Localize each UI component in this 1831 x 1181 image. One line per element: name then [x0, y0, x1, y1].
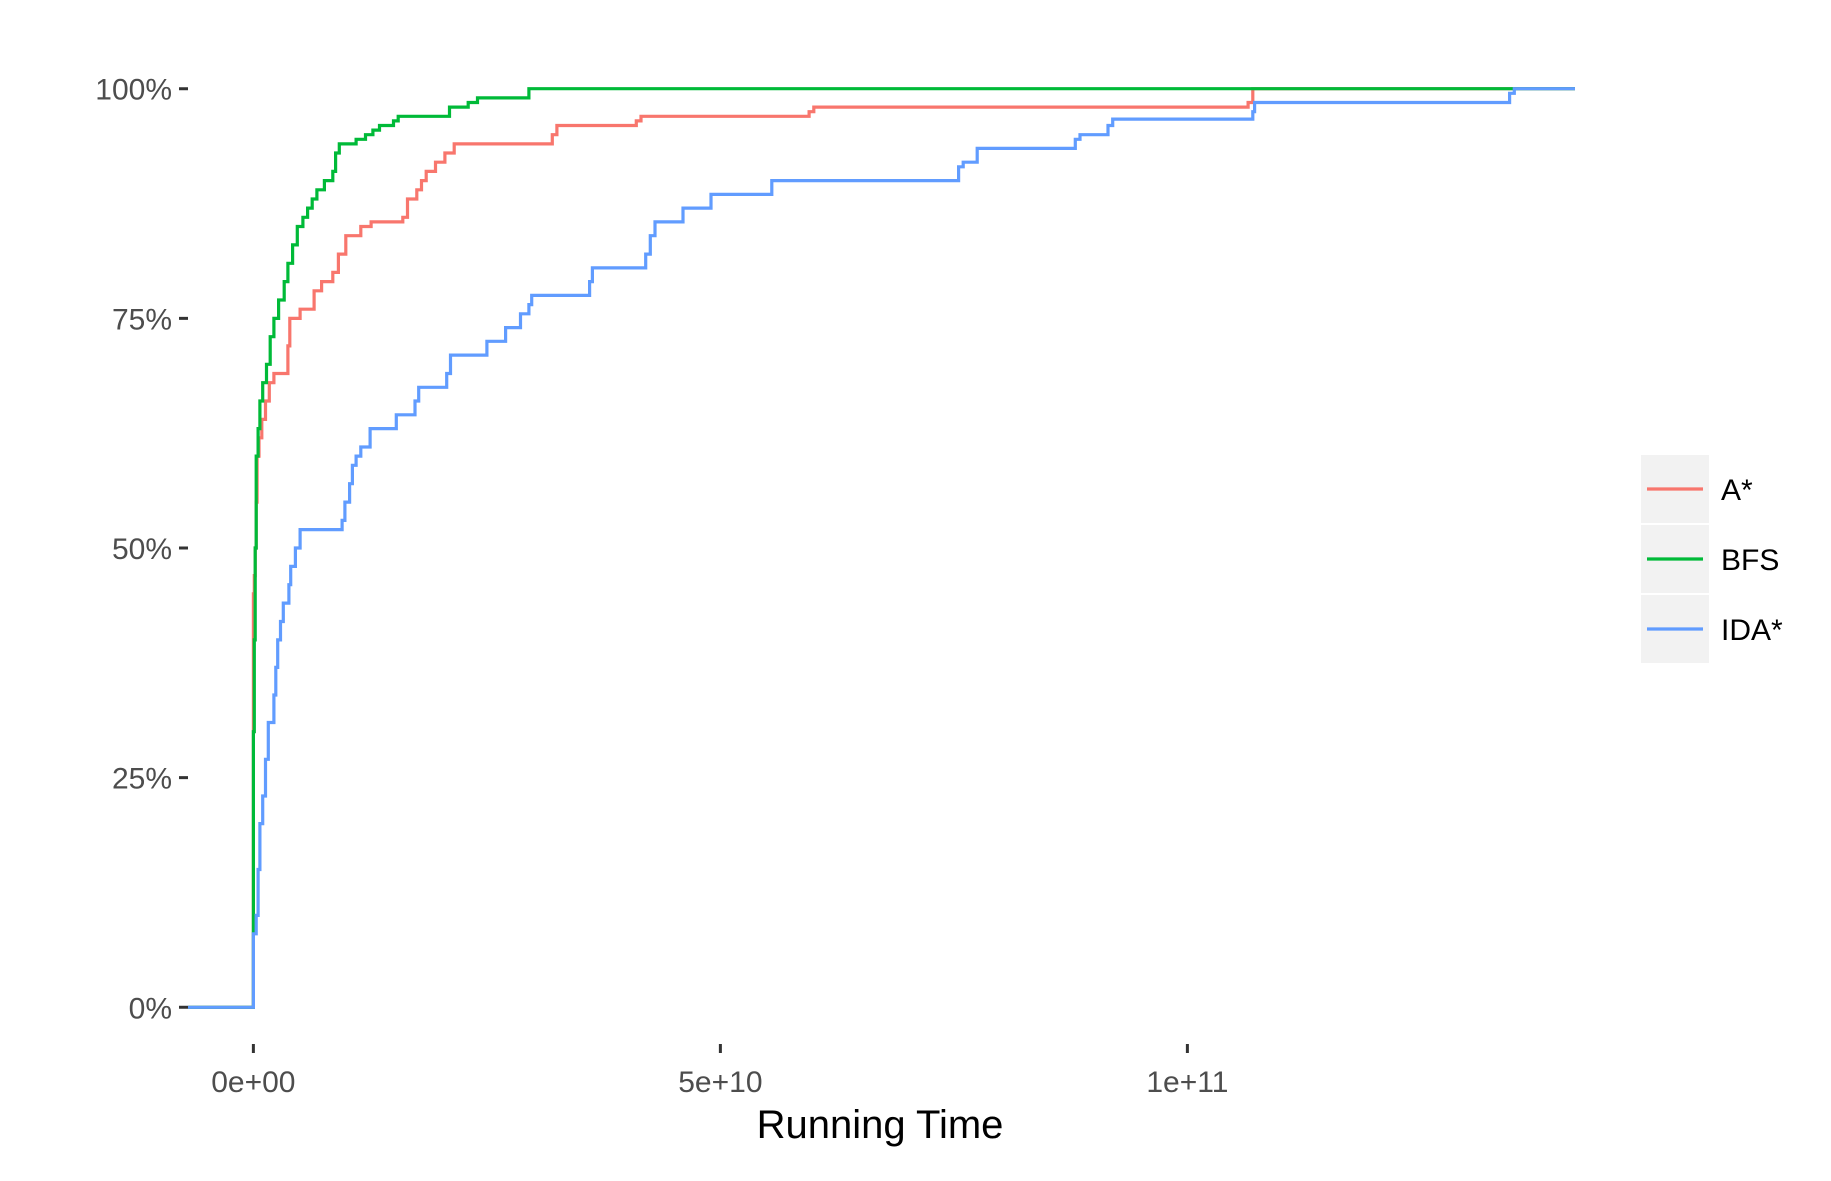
x-tick-label-1: 5e+10 — [678, 1066, 762, 1099]
y-tick-label-2: 50% — [112, 533, 172, 566]
y-tick-label-3: 75% — [112, 303, 172, 336]
legend-label-2: IDA* — [1721, 614, 1783, 647]
x-axis-title: Running Time — [757, 1103, 1004, 1147]
y-tick-label-1: 25% — [112, 763, 172, 796]
x-tick-label-0: 0e+00 — [211, 1066, 295, 1099]
legend: A* BFS IDA* — [1641, 455, 1783, 663]
x-axis: 0e+00 5e+10 1e+11 — [211, 1044, 1228, 1099]
legend-label-1: BFS — [1721, 544, 1779, 577]
series-line-2 — [188, 87, 1575, 1009]
x-tick-label-2: 1e+11 — [1146, 1066, 1228, 1099]
legend-label-0: A* — [1721, 474, 1753, 507]
series-line-1 — [188, 87, 1575, 1009]
y-axis: 0% 25% 50% 75% 100% — [95, 74, 188, 1025]
series-layer — [188, 87, 1575, 1009]
series-line-0 — [188, 87, 1575, 1009]
y-tick-label-4: 100% — [95, 74, 172, 107]
y-tick-label-0: 0% — [129, 992, 172, 1025]
